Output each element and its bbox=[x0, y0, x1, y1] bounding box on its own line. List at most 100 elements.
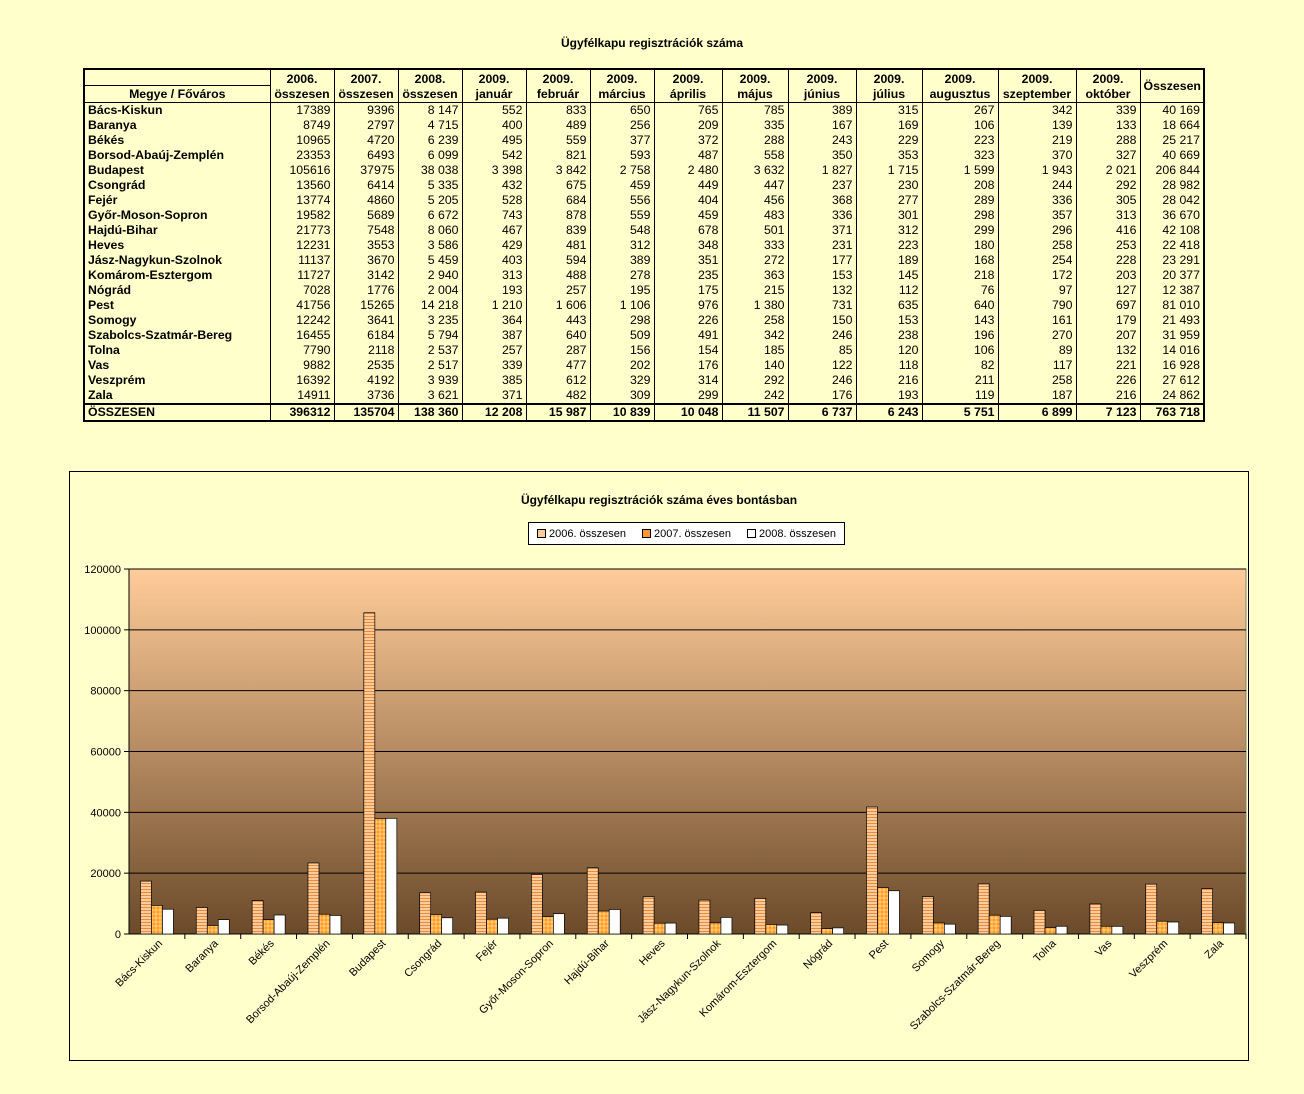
table-cell: 36 670 bbox=[1139, 208, 1205, 223]
table-cell: 97 bbox=[997, 283, 1077, 298]
header-col-14: Összesen bbox=[1139, 68, 1205, 103]
chart-legend: 2006. összesen 2007. összesen 2008. össz… bbox=[528, 522, 845, 545]
table-cell: 40 669 bbox=[1139, 148, 1205, 163]
table-cell: 3 939 bbox=[397, 373, 463, 388]
table-cell: 314 bbox=[653, 373, 723, 388]
table-cell: 221 bbox=[1075, 358, 1141, 373]
table-cell: 4860 bbox=[333, 193, 399, 208]
table-cell: 976 bbox=[653, 298, 723, 313]
table-cell: 2797 bbox=[333, 118, 399, 133]
bar-2008-19 bbox=[1223, 922, 1235, 935]
table-cell: 323 bbox=[921, 148, 999, 163]
table-row: Heves 12231 3553 3 586 429 481 312 348 333 231 223… bbox=[83, 238, 1205, 253]
bar-2008-0 bbox=[162, 908, 174, 935]
total-cell: 7 123 bbox=[1075, 403, 1141, 422]
table-cell: 477 bbox=[525, 358, 591, 373]
table-cell: 6493 bbox=[333, 148, 399, 163]
table-cell: 371 bbox=[461, 388, 527, 404]
bar-2007-14 bbox=[932, 922, 945, 935]
total-cell: 6 243 bbox=[855, 403, 923, 422]
header-year: 2009. bbox=[739, 72, 771, 86]
header-col-3: 2008. összesen bbox=[397, 68, 463, 103]
bar-2007-12 bbox=[821, 928, 833, 935]
header-year: 2009. bbox=[542, 72, 574, 86]
table-cell: 447 bbox=[721, 178, 789, 193]
bar-2007-4 bbox=[374, 818, 387, 935]
table-cell: 612 bbox=[525, 373, 591, 388]
table-cell: 785 bbox=[721, 102, 789, 118]
table-cell: 11137 bbox=[269, 253, 335, 268]
y-tick-label: 40000 bbox=[90, 807, 121, 819]
header-period: augusztus bbox=[929, 87, 991, 101]
table-cell: 5689 bbox=[333, 208, 399, 223]
table-cell: 179 bbox=[1075, 313, 1141, 328]
table-cell: 1 943 bbox=[997, 163, 1077, 178]
region-name: Veszprém bbox=[83, 373, 271, 388]
region-name: Budapest bbox=[83, 163, 271, 178]
table-cell: 2 004 bbox=[397, 283, 463, 298]
table-cell: 482 bbox=[525, 388, 591, 404]
x-tick-label: Budapest bbox=[347, 938, 388, 979]
header-year: 2006. bbox=[286, 72, 318, 86]
table-cell: 244 bbox=[997, 178, 1077, 193]
bar-2008-2 bbox=[273, 914, 286, 935]
table-cell: 287 bbox=[525, 343, 591, 358]
table-cell: 449 bbox=[653, 178, 723, 193]
region-name: Békés bbox=[83, 133, 271, 148]
header-year: 2009. bbox=[1021, 72, 1053, 86]
table-cell: 235 bbox=[653, 268, 723, 283]
bar-2006-17 bbox=[1089, 903, 1102, 935]
bar-2008-13 bbox=[888, 890, 900, 935]
table-cell: 594 bbox=[525, 253, 591, 268]
table-row: Somogy 12242 3641 3 235 364 443 298 226 258 150 15… bbox=[83, 313, 1205, 328]
header-col-5: 2009. február bbox=[525, 68, 591, 103]
table-cell: 20 377 bbox=[1139, 268, 1205, 283]
table-cell: 229 bbox=[855, 133, 923, 148]
bar-2006-14 bbox=[921, 896, 934, 935]
registrations-table: Megye / Főváros 2006. összesen 2007. összese… bbox=[83, 68, 1205, 422]
bar-2007-15 bbox=[988, 914, 1001, 935]
table-cell: 153 bbox=[855, 313, 923, 328]
header-year: 2009. bbox=[873, 72, 905, 86]
table-cell: 85 bbox=[787, 343, 857, 358]
table-cell: 640 bbox=[525, 328, 591, 343]
table-cell: 296 bbox=[997, 223, 1077, 238]
table-cell: 120 bbox=[855, 343, 923, 358]
table-row: Borsod-Abaúj-Zemplén 23353 6493 6 099 542 821… bbox=[83, 148, 1205, 163]
table-cell: 650 bbox=[589, 102, 655, 118]
table-cell: 193 bbox=[461, 283, 527, 298]
table-cell: 231 bbox=[787, 238, 857, 253]
table-cell: 2 940 bbox=[397, 268, 463, 283]
x-tick-label: Somogy bbox=[910, 937, 947, 974]
legend-item-2008: 2008. összesen bbox=[746, 528, 836, 540]
table-cell: 3553 bbox=[333, 238, 399, 253]
table-cell: 1 210 bbox=[461, 298, 527, 313]
table-row: Fejér 13774 4860 5 205 528 684 556 404 456 368 277… bbox=[83, 193, 1205, 208]
table-cell: 12242 bbox=[269, 313, 335, 328]
table-cell: 278 bbox=[589, 268, 655, 283]
table-cell: 315 bbox=[855, 102, 923, 118]
legend-item-2007: 2007. összesen bbox=[641, 528, 731, 540]
x-tick-label: Bács-Kiskun bbox=[113, 938, 165, 990]
table-cell: 1 715 bbox=[855, 163, 923, 178]
bar-2008-1 bbox=[217, 919, 230, 935]
table-cell: 14 016 bbox=[1139, 343, 1205, 358]
bar-2007-6 bbox=[486, 918, 498, 935]
table-cell: 299 bbox=[921, 223, 999, 238]
table-cell: 112 bbox=[855, 283, 923, 298]
table-cell: 150 bbox=[787, 313, 857, 328]
table-cell: 640 bbox=[921, 298, 999, 313]
table-cell: 23353 bbox=[269, 148, 335, 163]
table-cell: 24 862 bbox=[1139, 388, 1205, 404]
bar-2006-9 bbox=[642, 896, 655, 935]
table-cell: 143 bbox=[921, 313, 999, 328]
table-cell: 678 bbox=[653, 223, 723, 238]
y-tick-label: 20000 bbox=[90, 868, 121, 880]
table-cell: 209 bbox=[653, 118, 723, 133]
header-period: július bbox=[872, 87, 906, 101]
table-cell: 168 bbox=[921, 253, 999, 268]
bar-2006-5 bbox=[419, 892, 432, 935]
bar-2007-16 bbox=[1044, 927, 1057, 935]
table-cell: 203 bbox=[1075, 268, 1141, 283]
bar-2007-17 bbox=[1100, 925, 1113, 935]
